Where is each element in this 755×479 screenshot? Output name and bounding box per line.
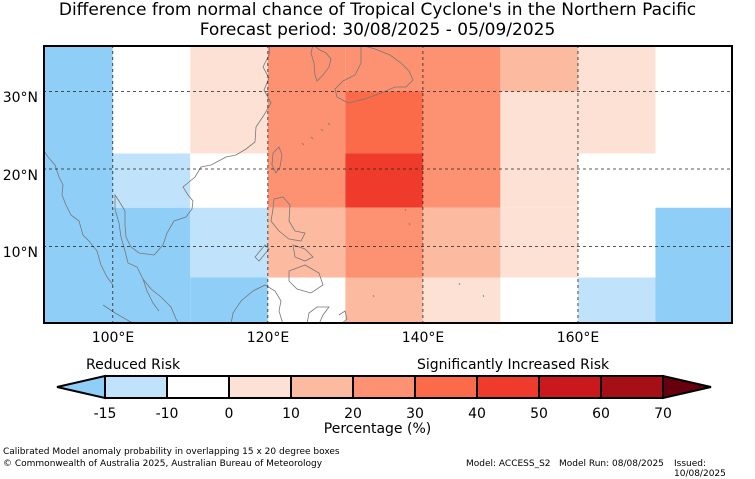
anomaly-cell	[500, 207, 578, 278]
colorbar-title: Percentage (%)	[323, 421, 432, 437]
anomaly-cell	[112, 91, 191, 154]
lon-label-120e: 120°E	[246, 330, 290, 346]
anomaly-cell	[345, 153, 423, 208]
colorbar-segment	[166, 375, 230, 399]
anomaly-cell	[500, 45, 578, 92]
colorbar	[56, 374, 712, 400]
anomaly-cell	[112, 45, 191, 92]
lat-label-10n: 10°N	[2, 245, 38, 261]
colorbar-segment	[600, 375, 664, 399]
increased-risk-label: Significantly Increased Risk	[417, 357, 610, 373]
anomaly-cell	[577, 45, 656, 154]
taiwan-coastline	[271, 146, 283, 174]
anomaly-cell	[500, 91, 578, 208]
anomaly-cells	[43, 45, 733, 324]
colorbar-segment	[476, 375, 540, 399]
anomaly-cell	[112, 207, 191, 324]
anomaly-cell	[577, 153, 656, 278]
colorbar-tick-label: 0	[224, 406, 234, 422]
anomaly-cell	[655, 45, 733, 208]
colorbar-segment	[290, 375, 354, 399]
lon-label-160e: 160°E	[556, 330, 600, 346]
footer-description: Calibrated Model anomaly probability in …	[3, 447, 340, 457]
footer-issued: Issued: 10/08/2025	[674, 459, 726, 479]
anomaly-cell	[422, 45, 501, 208]
reduced-risk-label: Reduced Risk	[86, 357, 181, 373]
philippines-luzon	[270, 196, 306, 242]
anomaly-cell	[190, 277, 268, 324]
borneo-coastline	[230, 284, 284, 324]
anomaly-cell	[500, 277, 578, 324]
lon-label-140e: 140°E	[401, 330, 445, 346]
colorbar-segment	[228, 375, 292, 399]
anomaly-cell	[112, 153, 191, 208]
anomaly-cell	[345, 277, 423, 324]
lat-label-20n: 20°N	[2, 168, 38, 184]
palawan	[254, 244, 270, 262]
anomaly-cell	[190, 45, 268, 154]
anomaly-cell	[190, 153, 268, 208]
lon-label-100e: 100°E	[91, 330, 135, 346]
asia-coastline	[114, 45, 272, 324]
anomaly-cell	[655, 207, 733, 324]
anomaly-cell	[43, 45, 113, 324]
japan-coastline	[334, 45, 414, 104]
colorbar-segment	[538, 375, 602, 399]
colorbar-tick-label: 40	[468, 406, 486, 422]
anomaly-cell	[422, 277, 501, 324]
map-title: Difference from normal chance of Tropica…	[58, 0, 697, 20]
colorbar-segment	[104, 375, 168, 399]
footer-model: Model: ACCESS_S2	[466, 459, 551, 469]
map-canvas	[43, 45, 733, 324]
forecast-period: Forecast period: 30/08/2025 - 05/09/2025	[199, 20, 556, 40]
colorbar-tick-label: 70	[654, 406, 672, 422]
coastlines	[43, 45, 485, 324]
korea-coastline	[310, 45, 332, 82]
colorbar-tick-label: 30	[406, 406, 424, 422]
anomaly-cell	[577, 277, 656, 324]
anomaly-cell	[267, 277, 346, 324]
colorbar-segment	[414, 375, 478, 399]
anomaly-cell	[267, 45, 346, 208]
colorbar-tick-label: 50	[530, 406, 548, 422]
philippines-mindanao	[288, 264, 324, 294]
pacific-islets	[372, 190, 485, 298]
colorbar-tick-label: -10	[155, 406, 179, 422]
colorbar-segment	[352, 375, 416, 399]
colorbar-tick-label: 10	[282, 406, 300, 422]
lat-label-30n: 30°N	[2, 90, 38, 106]
anomaly-cell	[345, 45, 423, 92]
map-frame	[43, 45, 733, 324]
anomaly-cell	[345, 207, 423, 278]
sulawesi-coastline	[306, 306, 330, 324]
colorbar-tick-label: 20	[344, 406, 362, 422]
colorbar-max-arrow	[662, 374, 712, 400]
anomaly-cell	[267, 207, 346, 278]
colorbar-tick-label: -15	[93, 406, 117, 422]
colorbar-tick-label: 60	[592, 406, 610, 422]
ryukyu-islands	[301, 122, 331, 146]
philippines-visayas	[292, 244, 314, 262]
anomaly-map	[43, 45, 733, 324]
footer-copyright: © Commonwealth of Australia 2025, Austra…	[3, 459, 323, 469]
anomaly-cell	[190, 207, 268, 278]
anomaly-cell	[345, 91, 423, 154]
halmahera	[338, 310, 348, 324]
colorbar-min-arrow	[56, 374, 106, 400]
graticule	[43, 45, 733, 324]
footer-model-run: Model Run: 08/08/2025	[559, 459, 664, 469]
anomaly-cell	[422, 207, 501, 278]
malay-peninsula	[142, 278, 160, 312]
